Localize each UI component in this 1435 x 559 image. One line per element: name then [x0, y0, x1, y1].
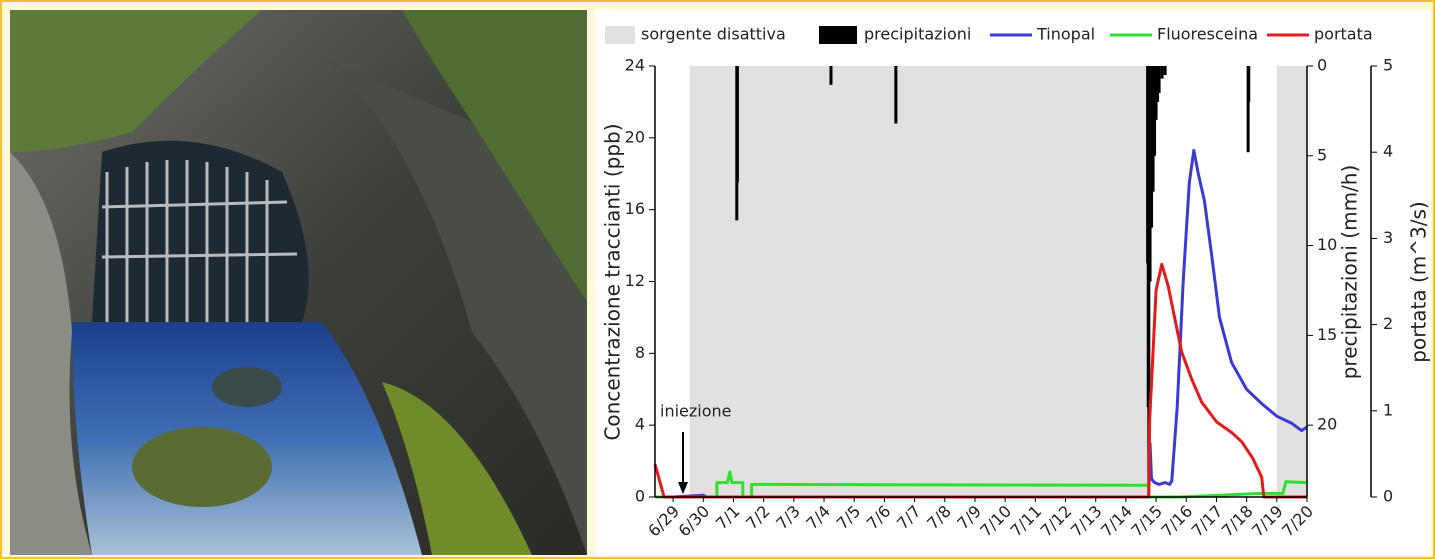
y-tick-label: 20 — [625, 127, 645, 146]
y-tick-label: 4 — [635, 415, 645, 434]
photo — [10, 10, 587, 555]
precipitation-bar — [1151, 66, 1155, 192]
y-tick-label: 12 — [625, 271, 645, 290]
y-tick-label: 8 — [635, 343, 645, 362]
legend-label: Fluoresceina — [1157, 25, 1258, 44]
legend-label: precipitazioni — [864, 25, 971, 44]
precipitation-bar — [1163, 66, 1167, 75]
y3-tick-label: 4 — [1383, 142, 1393, 161]
legend-label: sorgente disattiva — [641, 25, 786, 44]
precipitation-bar — [894, 66, 898, 124]
precipitation-bar — [1148, 66, 1152, 282]
precipitation-bar — [1154, 66, 1158, 120]
precipitation-bar — [735, 66, 739, 183]
inactive-span — [1276, 66, 1307, 497]
y3-tick-label: 0 — [1383, 487, 1393, 506]
series-line — [653, 262, 1307, 499]
precipitation-bar — [1153, 66, 1157, 156]
y2-tick-label: 0 — [1317, 56, 1327, 75]
annotation: iniezione — [660, 402, 732, 421]
legend-swatch — [819, 26, 857, 44]
y2-tick-label: 15 — [1317, 325, 1337, 344]
y2-tick-label: 5 — [1317, 145, 1327, 164]
y-tick-label: 24 — [625, 56, 645, 75]
y3-tick-label: 3 — [1383, 228, 1393, 247]
y2-axis-title: precipitazioni (mm/h) — [1338, 165, 1362, 380]
y-axis-title: Concentrazione traccianti (ppb) — [601, 123, 625, 440]
precipitation-bar — [1247, 66, 1251, 102]
inactive-span — [689, 66, 1149, 497]
precipitation-bar — [1156, 66, 1160, 102]
annotation-arrowhead — [678, 482, 688, 494]
y2-tick-label: 20 — [1317, 415, 1337, 434]
y-tick-label: 0 — [635, 487, 645, 506]
precipitation-bar — [1160, 66, 1164, 79]
y3-tick-label: 2 — [1383, 314, 1393, 333]
legend-label: Tinopal — [1036, 25, 1095, 44]
y-tick-label: 16 — [625, 199, 645, 218]
legend-label: portata — [1314, 25, 1373, 44]
precipitation-bar — [1157, 66, 1161, 93]
y2-tick-label: 10 — [1317, 235, 1337, 254]
precipitation-bar — [829, 66, 833, 85]
y3-tick-label: 5 — [1383, 56, 1393, 75]
precipitation-bar — [1150, 66, 1154, 228]
y3-axis-title: portata (m^3/s) — [1407, 201, 1431, 362]
y3-tick-label: 1 — [1383, 400, 1393, 419]
precipitation-bar — [1246, 66, 1250, 153]
legend-swatch — [605, 26, 635, 44]
